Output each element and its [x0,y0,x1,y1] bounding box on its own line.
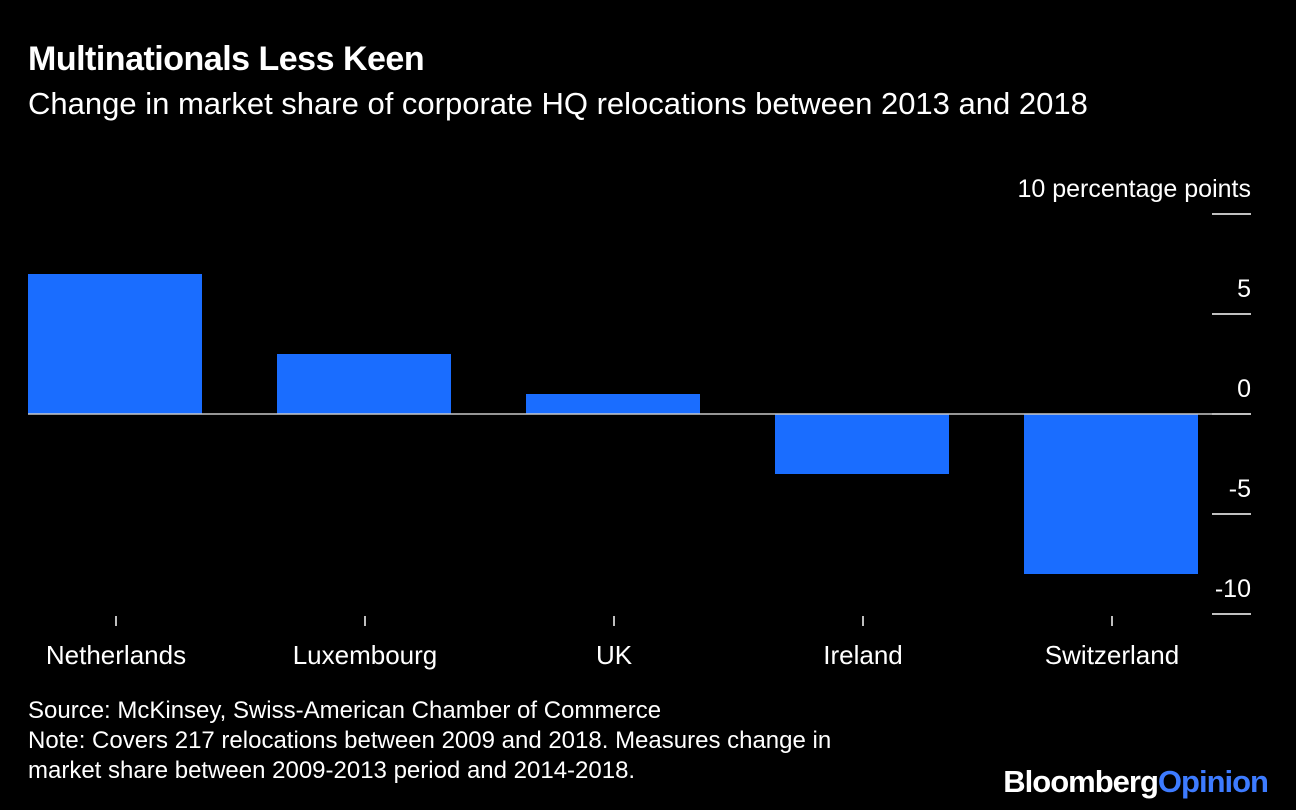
brand-logo: BloombergOpinion [1003,764,1269,800]
bar-ireland [775,414,949,474]
chart-subtitle: Change in market share of corporate HQ r… [28,86,1088,121]
brand-logo-part1: Bloomberg [1003,764,1159,799]
x-tick-label: Luxembourg [293,640,438,670]
brand-logo-part2: Opinion [1157,764,1269,799]
x-tick-label: Ireland [823,640,903,670]
x-tick-label: UK [596,640,633,670]
bar-switzerland [1024,414,1198,574]
bar-chart: 10 percentage points 5 0 -5 -10 Netherlands Lu… [28,175,1251,670]
bar-uk [526,394,700,414]
y-tick-label: 5 [1237,275,1251,303]
source-note: Source: McKinsey, Swiss-American Chamber… [28,697,662,724]
bar-netherlands [28,274,202,414]
note-line-2: market share between 2009-2013 period an… [28,757,636,784]
y-tick-label: -10 [1215,575,1251,603]
y-tick-label: 0 [1237,375,1251,403]
y-tick-label: 10 percentage points [1017,175,1251,203]
bar-luxembourg [277,354,451,414]
x-tick-label: Netherlands [46,640,186,670]
chart-footer: Source: McKinsey, Swiss-American Chamber… [28,696,831,786]
chart-title: Multinationals Less Keen [28,40,425,78]
note-line-1: Note: Covers 217 relocations between 200… [28,727,832,754]
x-tick-label: Switzerland [1045,640,1179,670]
y-tick-label: -5 [1229,475,1251,503]
